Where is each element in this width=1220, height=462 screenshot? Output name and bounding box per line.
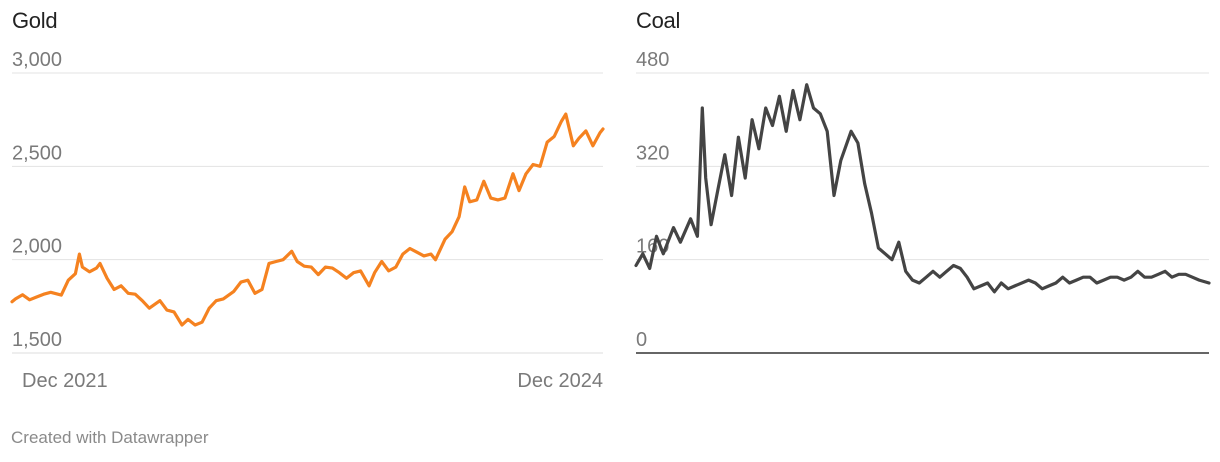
gold-y-tick-label: 1,500 — [12, 329, 62, 351]
gold-series-line — [10, 112, 605, 327]
gold-x-tick-label: Dec 2024 — [517, 370, 603, 392]
coal-chart-panel: Coal 0 160 320 480 — [620, 0, 1220, 400]
gold-y-tick-label: 2,000 — [12, 236, 62, 258]
coal-y-tick-label: 480 — [636, 49, 669, 71]
gold-chart-svg: 1,500 2,000 2,500 3,000 Dec 2021 Dec 2024 — [10, 49, 605, 392]
coal-y-tick-label: 0 — [636, 329, 647, 351]
gold-y-tick-label: 2,500 — [12, 142, 62, 164]
gold-chart-panel: Gold 1,500 2,000 2,500 3,000 Dec 2021 Dec 202… — [0, 0, 620, 400]
gold-y-tick-label: 3,000 — [12, 49, 62, 71]
coal-y-tick-label: 320 — [636, 142, 669, 164]
gold-chart-title: Gold — [12, 8, 58, 33]
coal-chart-title: Coal — [636, 8, 681, 33]
gold-x-tick-label: Dec 2021 — [22, 370, 108, 392]
footer-credit: Created with Datawrapper — [11, 428, 209, 447]
coal-series-line — [634, 83, 1211, 294]
